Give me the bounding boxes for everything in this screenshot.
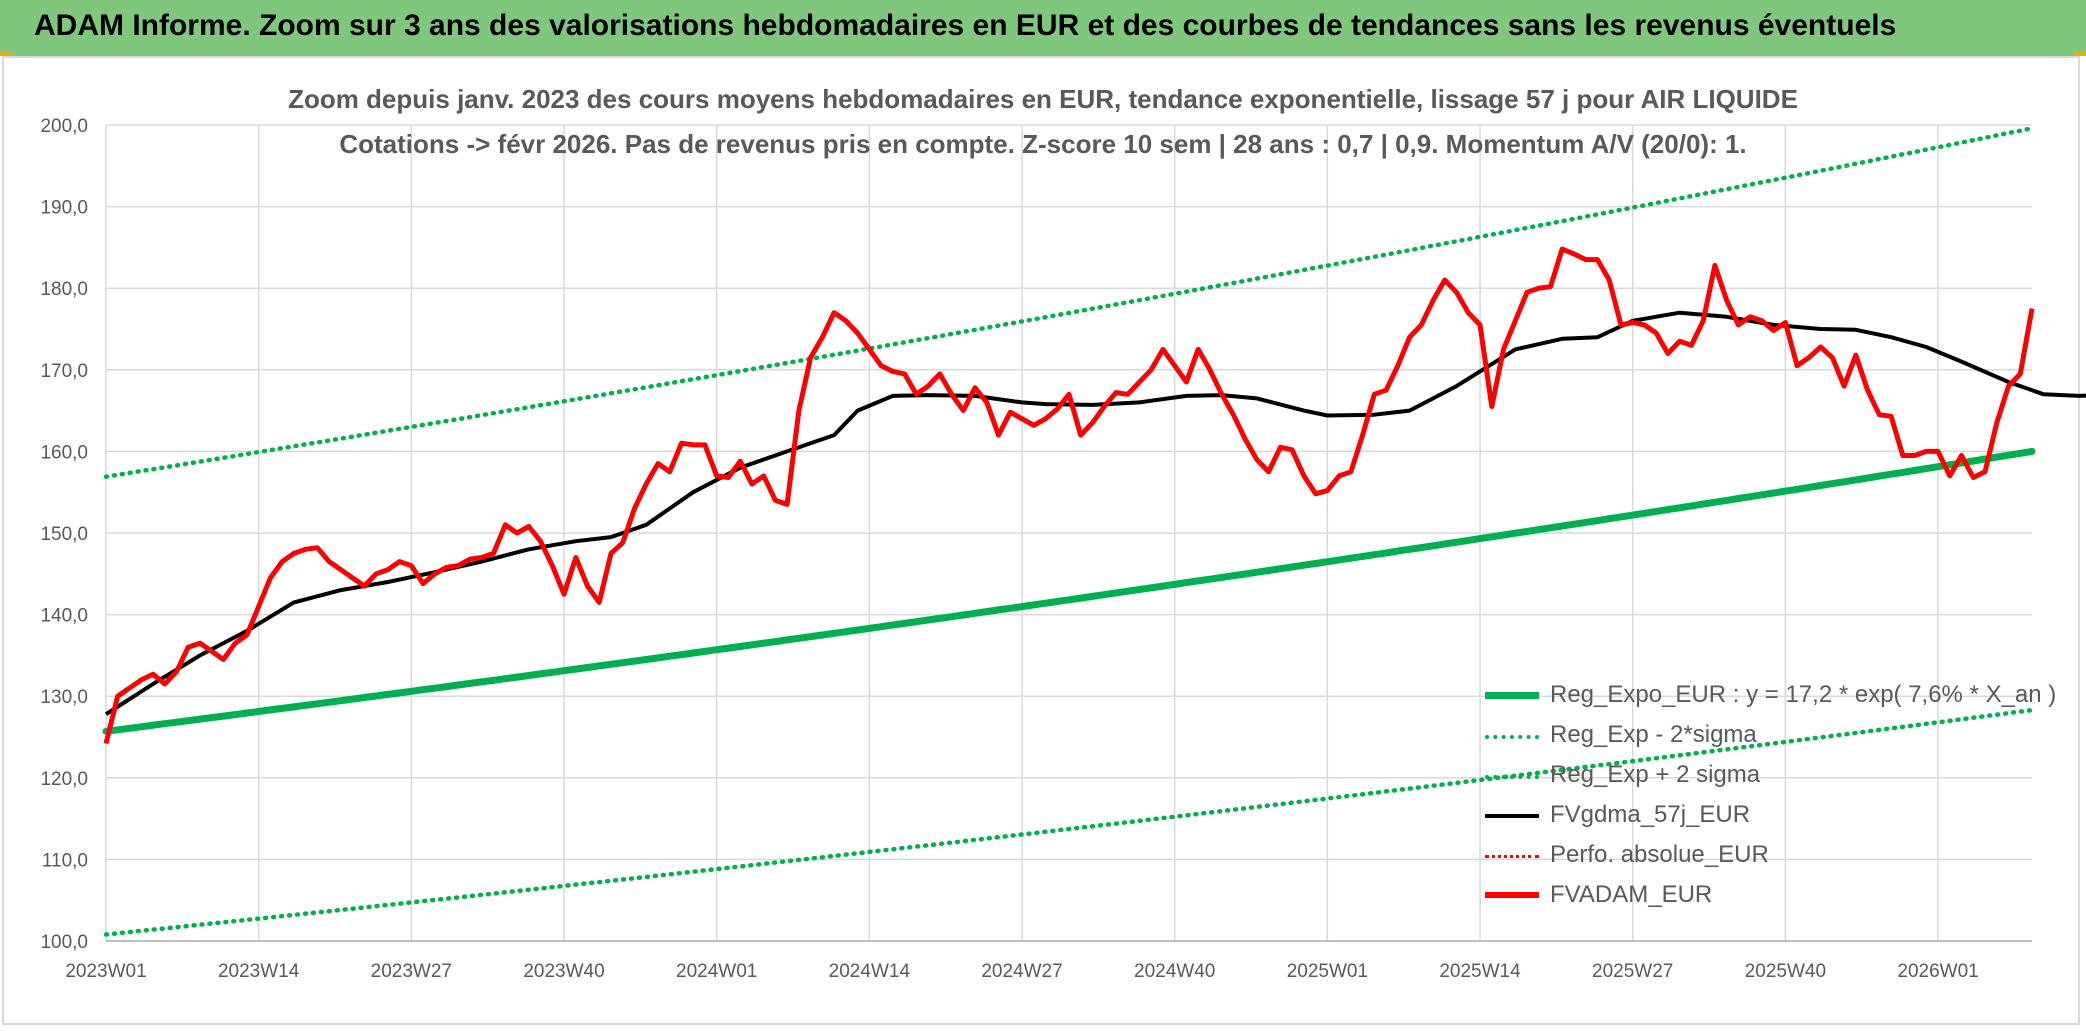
series-line-fvadam (103, 246, 2035, 745)
legend-label-fvadam: FVADAM_EUR (1550, 881, 1713, 908)
y-tick-label: 160,0 (40, 442, 88, 463)
legend-label-lower-sigma: Reg_Exp - 2*sigma (1550, 721, 1757, 748)
y-tick-label: 150,0 (40, 524, 88, 545)
x-tick-label: 2024W01 (676, 961, 757, 982)
legend-label-reg-expo: Reg_Expo_EUR : y = 17,2 * exp( 7,6% * X_… (1550, 681, 2057, 708)
series-lines (102, 126, 2086, 937)
grid-lines (105, 124, 2032, 942)
legend-item-fvadam: FVADAM_EUR (1480, 876, 2040, 916)
x-tick-label: 2025W01 (1287, 961, 1368, 982)
x-tick-label: 2025W14 (1439, 961, 1521, 982)
y-tick-label: 100,0 (40, 932, 88, 953)
y-tick-label: 190,0 (40, 198, 88, 219)
legend-item-lower-sigma: Reg_Exp - 2*sigma (1480, 716, 2040, 756)
report-banner: ADAM Informe. Zoom sur 3 ans des valoris… (0, 0, 2086, 56)
corner-marker-right (2074, 52, 2086, 56)
y-axis-ticks: 100,0 110,0 120,0 130,0 140,0 150,0 160,0 170,0… (40, 116, 88, 953)
legend-item-fvgdma: FVgdma_57j_EUR (1480, 796, 2040, 836)
corner-marker-left (0, 52, 12, 56)
legend-swatch-fvadam (1485, 892, 1539, 898)
legend-label-fvgdma: FVgdma_57j_EUR (1550, 801, 1751, 828)
y-tick-label: 120,0 (40, 769, 88, 790)
report-title: ADAM Informe. Zoom sur 3 ans des valoris… (34, 9, 1897, 42)
x-tick-label: 2025W40 (1745, 961, 1826, 982)
legend-label-upper-sigma: Reg_Exp + 2 sigma (1550, 761, 1761, 788)
legend-item-perfo: Perfo. absolue_EUR (1480, 836, 2040, 876)
legend-swatch-fvgdma (1485, 814, 1539, 818)
y-tick-label: 130,0 (40, 687, 88, 708)
legend-label-perfo: Perfo. absolue_EUR (1550, 841, 1769, 868)
legend-item-reg-expo: Reg_Expo_EUR : y = 17,2 * exp( 7,6% * X_… (1480, 676, 2056, 716)
chart-subtitle: Cotations -> févr 2026. Pas de revenus p… (339, 129, 1747, 159)
x-tick-label: 2026W01 (1897, 961, 1978, 982)
legend-item-upper-sigma: Reg_Exp + 2 sigma (1480, 756, 2040, 796)
chart-frame (2, 56, 2080, 1025)
x-tick-label: 2024W40 (1134, 961, 1215, 982)
x-tick-label: 2023W40 (523, 961, 604, 982)
chart-title: Zoom depuis janv. 2023 des cours moyens … (288, 84, 1798, 114)
legend-swatch-perfo (1485, 855, 1539, 858)
x-tick-label: 2024W27 (981, 961, 1062, 982)
series-line-lower (103, 707, 2035, 937)
y-tick-label: 170,0 (40, 361, 88, 382)
x-tick-label: 2025W27 (1592, 961, 1673, 982)
x-tick-label: 2023W14 (218, 961, 300, 982)
series-line-upper (103, 126, 2035, 479)
series-line-fvgdma (104, 310, 2086, 716)
x-axis-ticks: 2023W01 2023W14 2023W27 2023W40 2024W01 2024W… (65, 961, 1978, 982)
y-tick-label: 180,0 (40, 279, 88, 300)
x-tick-label: 2024W14 (829, 961, 911, 982)
legend-swatch-upper-sigma (1485, 775, 1539, 779)
y-tick-label: 110,0 (42, 850, 88, 871)
series-line-reg-expo (102, 447, 2036, 735)
y-tick-label: 140,0 (40, 606, 88, 627)
legend-swatch-lower-sigma (1485, 735, 1539, 739)
y-tick-label: 200,0 (40, 116, 88, 137)
x-tick-label: 2023W27 (371, 961, 452, 982)
legend-swatch-reg-expo (1485, 692, 1539, 699)
x-tick-label: 2023W01 (65, 961, 146, 982)
